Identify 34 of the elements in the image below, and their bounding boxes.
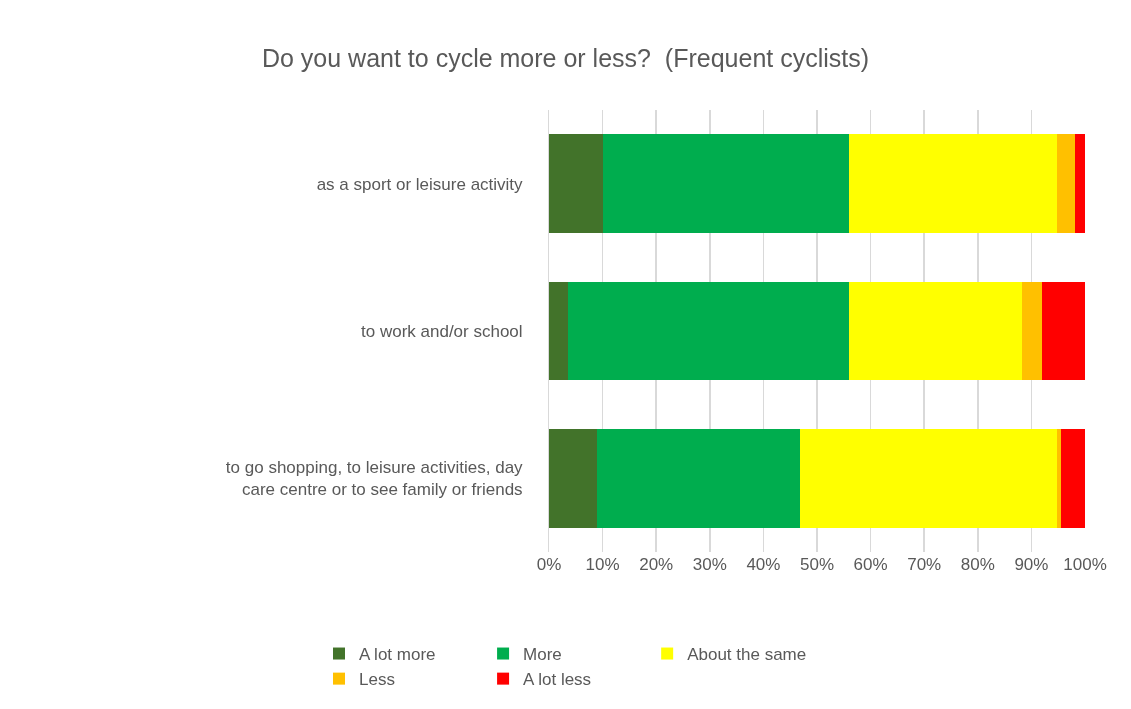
y-tick-label: to go shopping, to leisure activities, day care centre or to see family or friends	[225, 458, 524, 500]
bar	[567, 281, 849, 381]
bar	[602, 134, 849, 234]
legend-label: Less	[359, 670, 395, 690]
bar	[1022, 281, 1042, 381]
x-tick-label: 80%	[960, 555, 995, 574]
x-tick-label: 20%	[639, 555, 674, 574]
chart-title: Do you want to cycle more or less? (Frequent cyclists)	[261, 44, 870, 73]
bar	[800, 428, 1057, 528]
y-tick-label: to work and/or school	[361, 321, 523, 341]
bar	[1075, 134, 1085, 234]
legend-label: A lot less	[523, 670, 592, 690]
x-tick-label: 0%	[536, 555, 562, 574]
x-tick-label: 10%	[585, 555, 620, 574]
x-tick-label: 50%	[799, 555, 835, 574]
y-tick-label: as a sport or leisure activity	[316, 174, 524, 194]
bar	[549, 428, 598, 528]
x-tick-label: 30%	[692, 555, 727, 574]
x-tick-label: 40%	[746, 555, 781, 574]
bar	[549, 134, 603, 234]
x-tick-label: 70%	[907, 555, 942, 574]
bar	[848, 134, 1057, 234]
legend-label: More	[523, 645, 562, 665]
bar	[597, 428, 801, 528]
bar	[549, 281, 568, 381]
bar	[848, 281, 1023, 381]
x-tick-label: 100%	[1063, 555, 1107, 574]
bar	[1056, 134, 1076, 234]
x-tick-label: 60%	[853, 555, 888, 574]
bar	[1041, 281, 1085, 381]
legend-label: About the same	[687, 645, 807, 665]
legend-label: A lot more	[359, 645, 436, 665]
bar	[1061, 428, 1085, 528]
x-tick-label: 90%	[1014, 555, 1049, 574]
